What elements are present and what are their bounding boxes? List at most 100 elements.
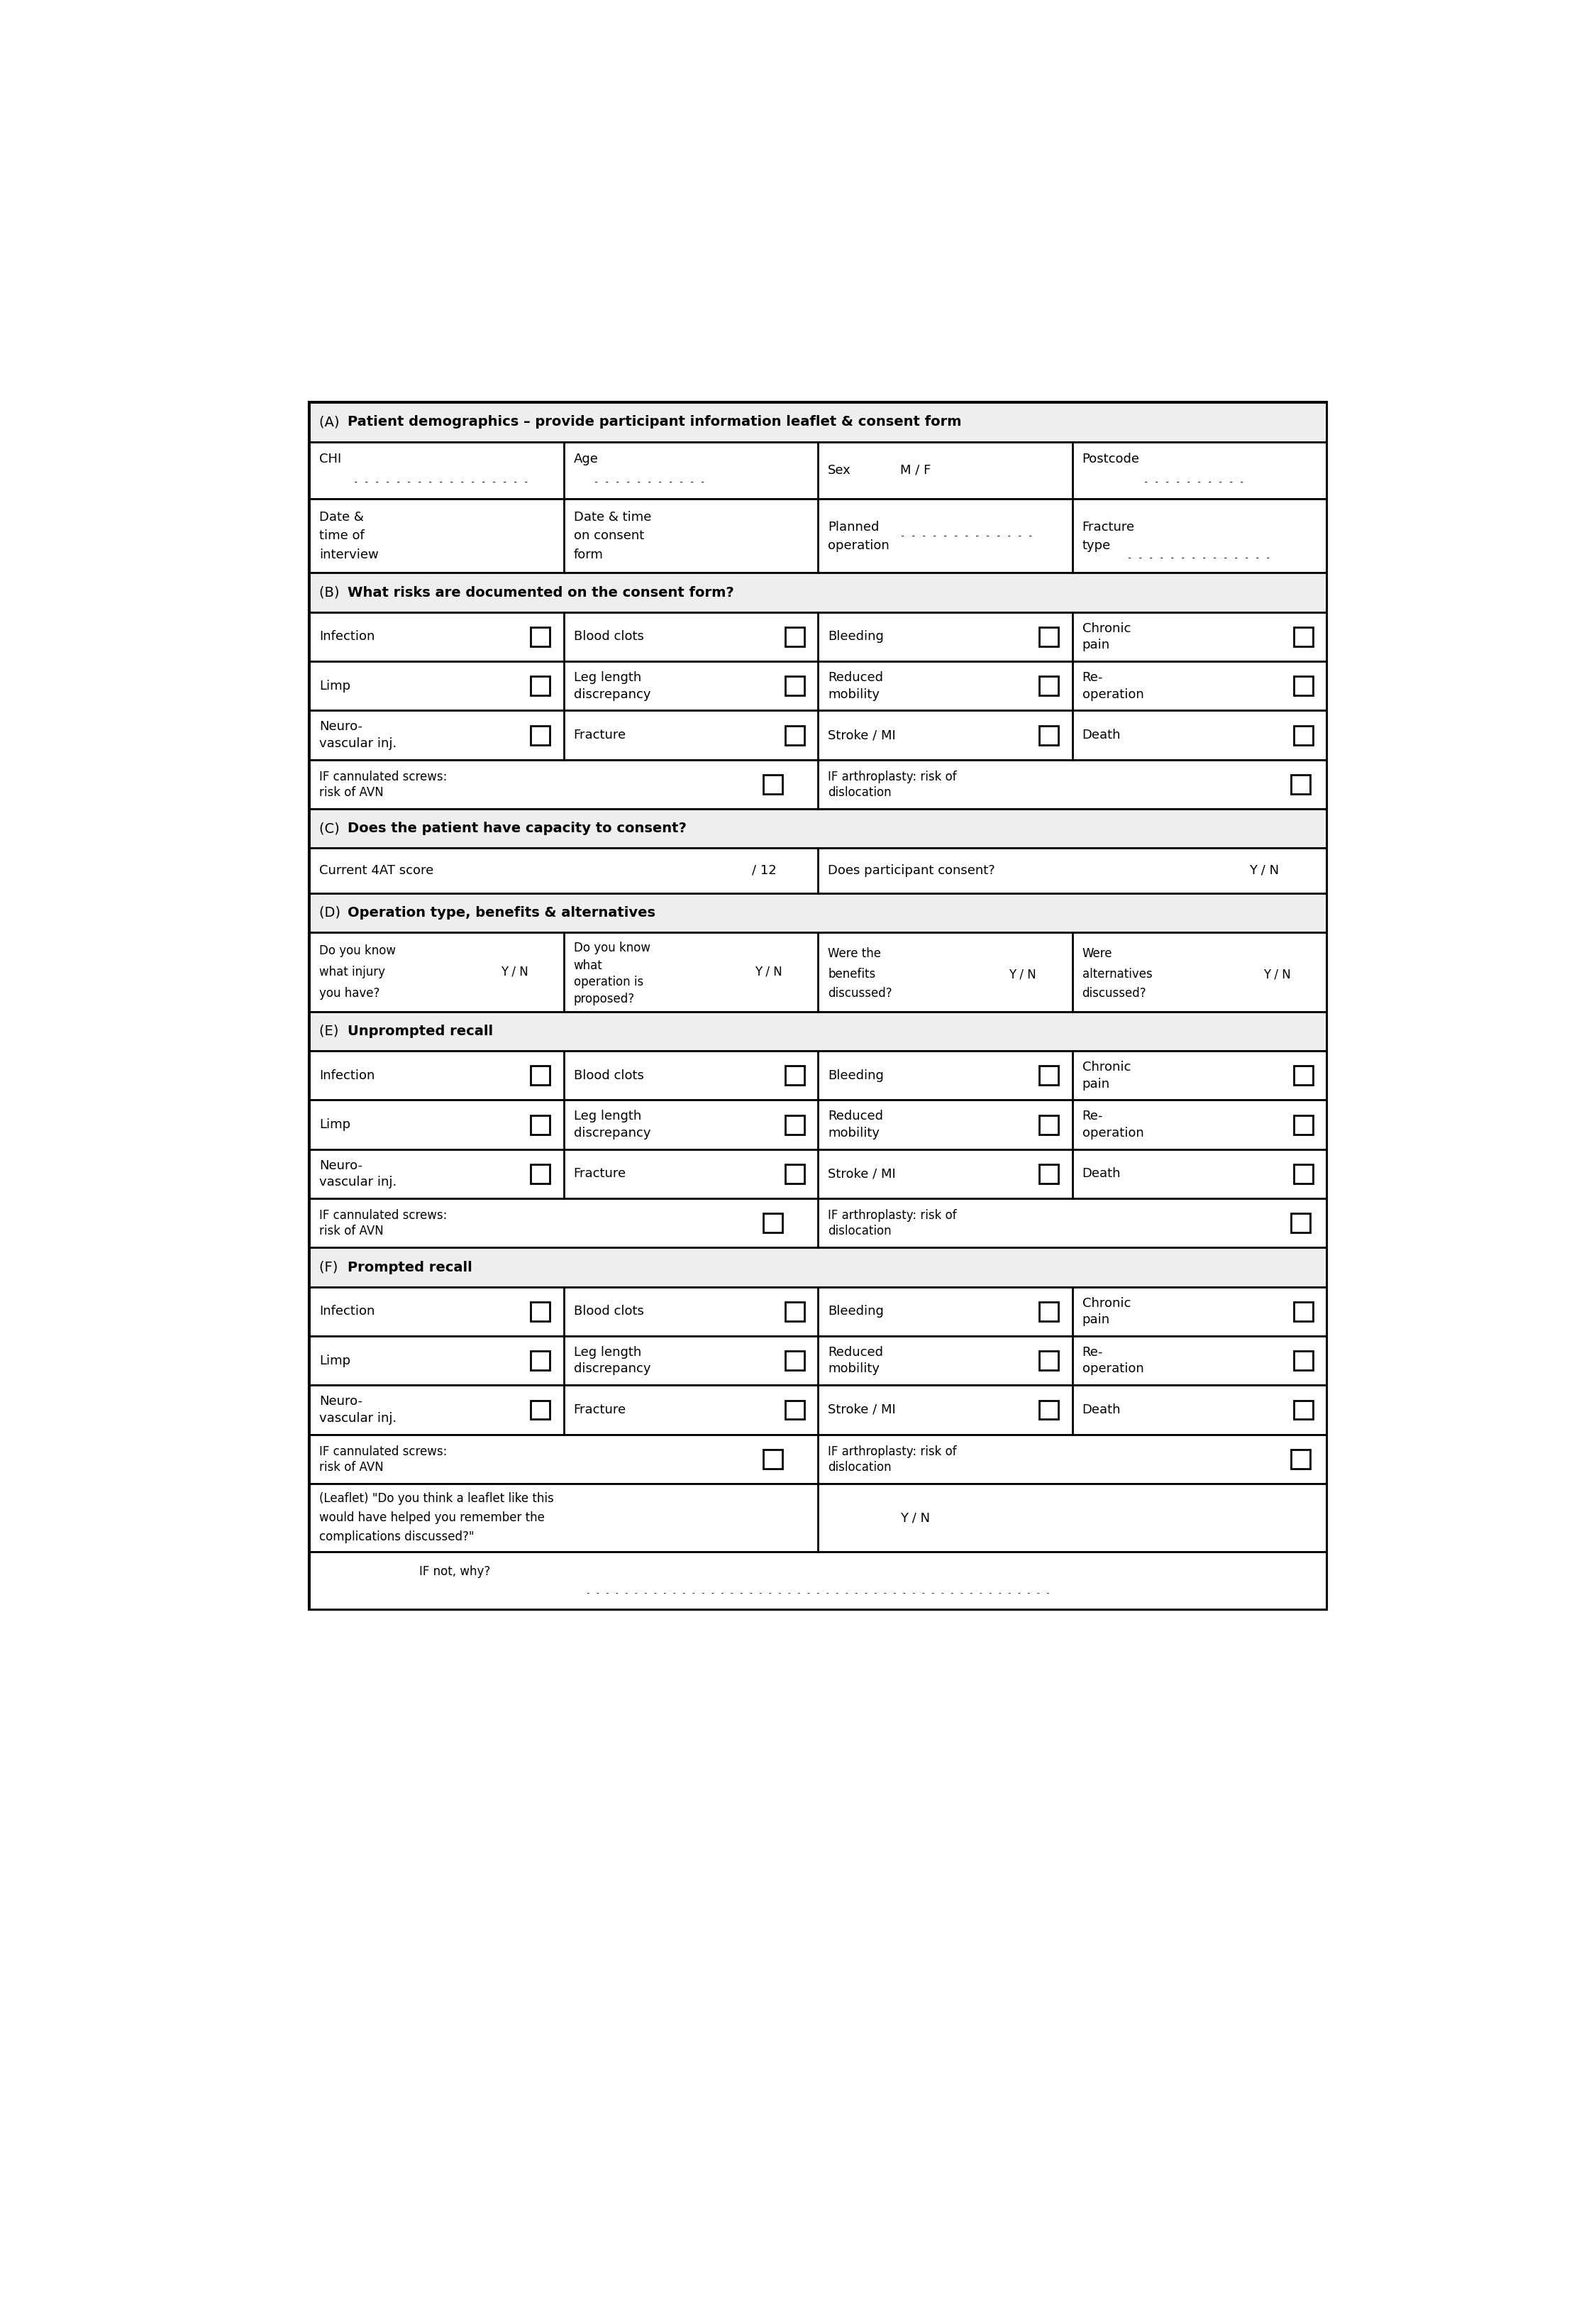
Bar (785, 726, 804, 745)
Bar (310, 1199, 1326, 1248)
Text: / 12: / 12 (752, 865, 777, 876)
Text: Stroke / MI: Stroke / MI (828, 1404, 895, 1416)
Text: dislocation: dislocation (828, 1462, 892, 1474)
Text: Postcode: Postcode (1082, 452, 1140, 466)
Text: Sex: Sex (828, 464, 851, 477)
Text: risk of AVN: risk of AVN (319, 1224, 383, 1238)
Text: Y / N: Y / N (1250, 865, 1280, 876)
Text: IF cannulated screws:: IF cannulated screws: (319, 770, 447, 784)
Text: Blood clots: Blood clots (573, 1070, 643, 1082)
Text: Bleeding: Bleeding (828, 630, 884, 643)
Bar (785, 1400, 804, 1420)
Bar (310, 1012, 1326, 1052)
Bar (310, 932, 1326, 1012)
Text: Y / N: Y / N (1009, 969, 1036, 980)
Bar (531, 1303, 551, 1321)
Text: pain: pain (1082, 639, 1109, 653)
Text: IF not, why?: IF not, why? (420, 1566, 490, 1577)
Text: discrepancy: discrepancy (573, 1128, 651, 1139)
Text: alternatives: alternatives (1082, 969, 1152, 980)
Text: Chronic: Chronic (1082, 623, 1130, 634)
Text: mobility: mobility (828, 1363, 879, 1374)
Bar (310, 1335, 1326, 1386)
Text: would have helped you remember the: would have helped you remember the (319, 1510, 544, 1524)
Text: Reduced: Reduced (828, 671, 883, 685)
Text: operation: operation (828, 540, 889, 551)
Text: benefits: benefits (828, 969, 876, 980)
Bar (1293, 1116, 1312, 1135)
Text: (F): (F) (319, 1261, 343, 1273)
Text: form: form (573, 549, 603, 563)
Text: Infection: Infection (319, 1070, 375, 1082)
Text: Leg length: Leg length (573, 1109, 642, 1123)
Bar (785, 1303, 804, 1321)
Bar (1039, 726, 1058, 745)
Text: Neuro-: Neuro- (319, 719, 362, 733)
Text: pain: pain (1082, 1077, 1109, 1091)
Bar (1039, 1116, 1058, 1135)
Bar (1291, 1213, 1310, 1231)
Text: dislocation: dislocation (828, 1224, 892, 1238)
Text: (D): (D) (319, 906, 345, 920)
Text: Date & time: Date & time (573, 512, 651, 523)
Text: M / F: M / F (900, 464, 930, 477)
Text: Infection: Infection (319, 1305, 375, 1319)
Bar (1293, 1400, 1312, 1420)
Text: vascular inj.: vascular inj. (319, 738, 397, 749)
Bar (1039, 676, 1058, 696)
Bar (1039, 1400, 1058, 1420)
Text: Reduced: Reduced (828, 1109, 883, 1123)
Text: Death: Death (1082, 1167, 1120, 1181)
Text: Date &: Date & (319, 512, 364, 523)
Text: Does the patient have capacity to consent?: Does the patient have capacity to consen… (348, 821, 686, 835)
Text: Reduced: Reduced (828, 1347, 883, 1358)
Text: complications discussed?": complications discussed?" (319, 1531, 474, 1543)
Text: Do you know: Do you know (319, 943, 396, 957)
Text: Unprompted recall: Unprompted recall (348, 1024, 493, 1038)
Text: Do you know: Do you know (573, 941, 650, 955)
Text: IF arthroplasty: risk of: IF arthroplasty: risk of (828, 1208, 956, 1222)
Text: Bleeding: Bleeding (828, 1305, 884, 1319)
Text: Neuro-: Neuro- (319, 1395, 362, 1409)
Text: what: what (573, 959, 603, 973)
Text: interview: interview (319, 549, 378, 563)
Text: (A): (A) (319, 415, 345, 429)
Text: IF cannulated screws:: IF cannulated screws: (319, 1446, 447, 1457)
Bar (1293, 1303, 1312, 1321)
Bar (310, 1552, 1326, 1610)
Text: Re-: Re- (1082, 1109, 1103, 1123)
Bar (1291, 1450, 1310, 1469)
Text: operation is: operation is (573, 975, 643, 989)
Bar (310, 809, 1326, 849)
Text: - - - - - - - - - - - - - - - - -: - - - - - - - - - - - - - - - - - (353, 477, 528, 487)
Bar (310, 1052, 1326, 1100)
Text: Death: Death (1082, 1404, 1120, 1416)
Text: - - - - - - - - - - - - - - - - - - - - - - - - - - - - - - - - - - - - - - - - : - - - - - - - - - - - - - - - - - - - - … (586, 1589, 1050, 1596)
Text: Prompted recall: Prompted recall (348, 1261, 472, 1273)
Bar (310, 1287, 1326, 1335)
Text: pain: pain (1082, 1314, 1109, 1326)
Bar (1293, 726, 1312, 745)
Bar (531, 676, 551, 696)
Text: Bleeding: Bleeding (828, 1070, 884, 1082)
Text: (B): (B) (319, 586, 345, 600)
Text: Age: Age (573, 452, 598, 466)
Text: Y / N: Y / N (501, 966, 528, 978)
Bar (1293, 1165, 1312, 1183)
Text: Fracture: Fracture (573, 1167, 626, 1181)
Text: Leg length: Leg length (573, 671, 642, 685)
Text: Fracture: Fracture (1082, 521, 1135, 533)
Bar (763, 775, 782, 793)
Text: Limp: Limp (319, 680, 351, 692)
Text: Re-: Re- (1082, 1347, 1103, 1358)
Bar (310, 498, 1326, 572)
Bar (310, 1483, 1326, 1552)
Text: operation: operation (1082, 1128, 1144, 1139)
Bar (763, 1213, 782, 1231)
Text: IF arthroplasty: risk of: IF arthroplasty: risk of (828, 770, 956, 784)
Text: Neuro-: Neuro- (319, 1160, 362, 1171)
Text: discussed?: discussed? (828, 987, 892, 1001)
Text: Were: Were (1082, 948, 1112, 959)
Bar (1291, 775, 1310, 793)
Text: mobility: mobility (828, 687, 879, 701)
